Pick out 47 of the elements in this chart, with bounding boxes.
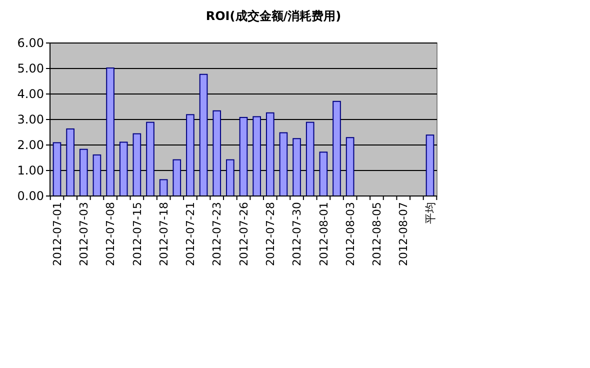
bar <box>279 132 288 196</box>
x-tick-label: 2012-07-08 <box>104 202 118 266</box>
bar <box>319 152 328 196</box>
bar <box>346 137 354 196</box>
bar <box>266 112 274 196</box>
y-tick-label: 2.00 <box>17 138 44 152</box>
x-tick-label: 2012-08-01 <box>317 202 330 266</box>
x-tick-label: 2012-07-30 <box>290 202 304 266</box>
x-tick-label: 2012-07-23 <box>210 202 224 266</box>
bar <box>66 128 74 196</box>
bar <box>146 122 154 196</box>
y-tick-label: 0.00 <box>17 189 44 204</box>
bar <box>159 179 168 196</box>
x-tick-label: 2012-08-05 <box>370 202 384 266</box>
bar <box>52 142 62 196</box>
bar <box>186 114 194 196</box>
chart-title: ROI(成交金额/消耗费用) <box>206 9 342 23</box>
y-tick-label: 3.00 <box>17 112 44 127</box>
bar <box>79 148 88 196</box>
bar <box>132 133 142 196</box>
x-tick-label: 2012-07-26 <box>237 202 250 266</box>
y-tick-label: 1.00 <box>17 164 44 178</box>
x-tick-label: 2012-08-07 <box>397 202 410 266</box>
x-tick-label: 2012-07-15 <box>130 202 144 266</box>
bar <box>426 134 434 196</box>
bar <box>306 122 314 196</box>
bar <box>332 100 341 196</box>
y-tick-label: 4.00 <box>17 87 44 102</box>
bar <box>239 116 248 196</box>
bar <box>119 142 128 196</box>
x-tick-label: 2012-07-18 <box>157 202 170 266</box>
x-tick-label: 2012-07-01 <box>50 202 64 266</box>
bar <box>252 116 261 196</box>
y-tick-label: 5.00 <box>17 62 44 76</box>
bar <box>172 159 182 196</box>
x-tick-label: 平均 <box>424 202 437 224</box>
bar <box>226 159 234 196</box>
bar <box>106 67 114 196</box>
bar <box>199 74 208 196</box>
y-tick-label: 6.00 <box>17 36 44 50</box>
x-tick-label: 2012-07-28 <box>264 202 277 266</box>
x-tick-label: 2012-08-03 <box>344 202 357 266</box>
bar <box>212 110 222 196</box>
x-tick-label: 2012-07-21 <box>184 202 198 266</box>
x-tick-label: 2012-07-03 <box>77 202 90 266</box>
bar <box>292 138 301 196</box>
bar <box>92 154 102 196</box>
